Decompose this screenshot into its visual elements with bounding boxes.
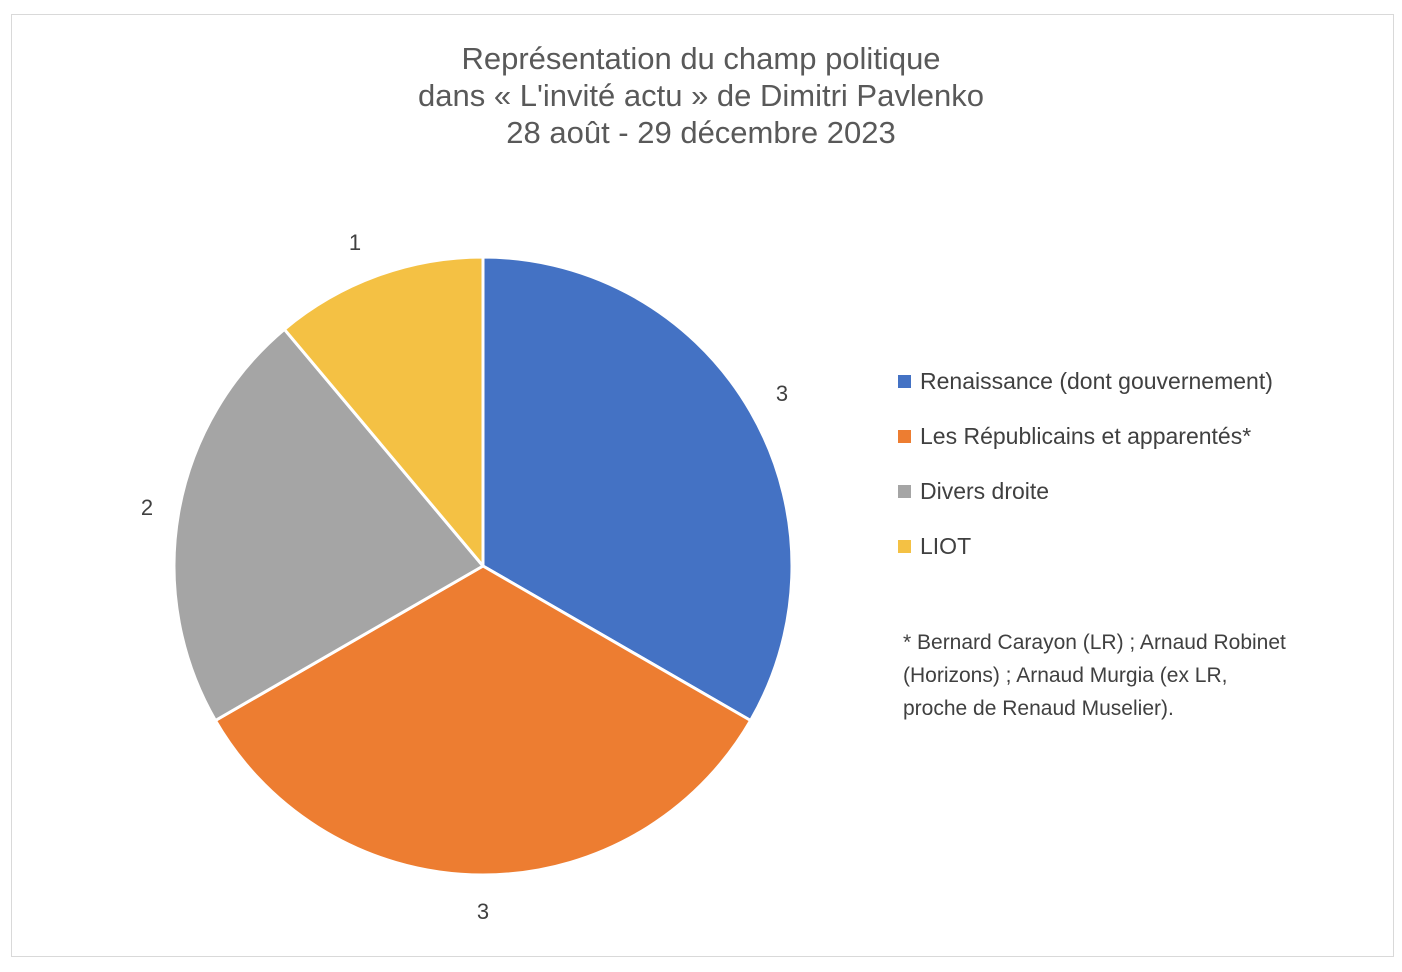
footnote: * Bernard Carayon (LR) ; Arnaud Robinet … bbox=[903, 626, 1343, 725]
data-label-divers-droite: 2 bbox=[140, 495, 154, 520]
legend-label-divers-droite: Divers droite bbox=[920, 477, 1050, 504]
legend-swatch-divers-droite bbox=[898, 484, 911, 498]
pie-slice-renaissance bbox=[481, 255, 794, 722]
legend-swatch-les-republicains bbox=[898, 429, 911, 443]
legend-item-les-republicains: Les Républicains et apparentés* bbox=[898, 417, 1273, 455]
chart-title-line-2: dans « L'invité actu » de Dimitri Pavlen… bbox=[418, 78, 984, 113]
chart-title-line-3: 28 août - 29 décembre 2023 bbox=[506, 115, 896, 150]
data-label-les-republicains: 3 bbox=[476, 899, 490, 924]
legend-swatch-renaissance bbox=[898, 374, 911, 388]
legend-swatch-liot bbox=[898, 539, 911, 553]
pie-slice-les-republicains bbox=[213, 564, 753, 877]
chart-title: Représentation du champ politique dans «… bbox=[0, 40, 1402, 151]
footnote-line-2: (Horizons) ; Arnaud Murgia (ex LR, bbox=[903, 664, 1228, 687]
chart-title-line-1: Représentation du champ politique bbox=[461, 41, 941, 76]
legend-label-renaissance: Renaissance (dont gouvernement) bbox=[920, 367, 1273, 394]
legend-label-liot: LIOT bbox=[920, 532, 972, 559]
legend-item-liot: LIOT bbox=[898, 527, 1273, 565]
pie-slice-divers-droite bbox=[172, 327, 485, 722]
pie-slice-liot bbox=[282, 255, 485, 568]
legend: Renaissance (dont gouvernement) Les Répu… bbox=[898, 362, 1273, 582]
footnote-line-1: * Bernard Carayon (LR) ; Arnaud Robinet bbox=[903, 631, 1286, 654]
data-label-renaissance: 3 bbox=[775, 381, 789, 406]
legend-item-divers-droite: Divers droite bbox=[898, 472, 1273, 510]
legend-label-les-republicains: Les Républicains et apparentés* bbox=[920, 422, 1252, 449]
footnote-line-3: proche de Renaud Muselier). bbox=[903, 697, 1174, 720]
legend-item-renaissance: Renaissance (dont gouvernement) bbox=[898, 362, 1273, 400]
data-label-liot: 1 bbox=[348, 230, 362, 255]
